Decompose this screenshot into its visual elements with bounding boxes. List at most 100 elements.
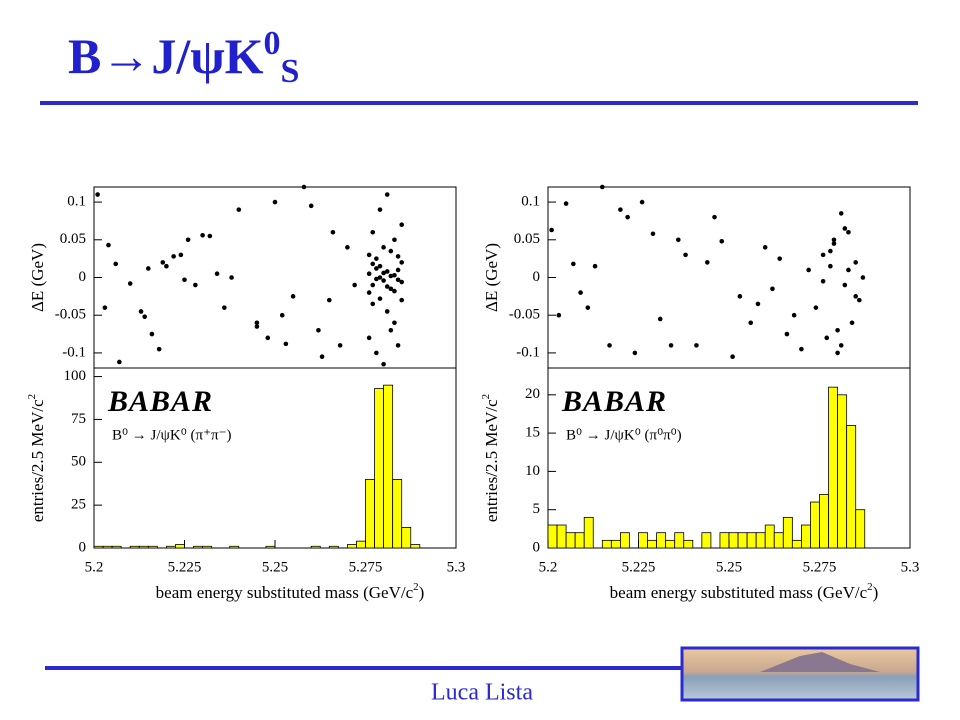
point: [730, 354, 735, 359]
point: [828, 263, 833, 269]
point: [849, 320, 855, 326]
point: [319, 354, 325, 359]
point: [399, 297, 405, 303]
point: [820, 252, 826, 258]
point: [182, 277, 187, 283]
x-axis-label: beam energy substituted mass (GeV/c2): [156, 581, 425, 602]
point: [370, 282, 376, 288]
point: [578, 290, 583, 295]
point: [138, 309, 144, 314]
point: [301, 184, 307, 190]
bar: [846, 425, 857, 549]
bar: [719, 532, 730, 549]
bar: [202, 545, 213, 549]
point: [392, 272, 397, 278]
bar: [175, 544, 185, 549]
bar: [791, 539, 802, 549]
point: [853, 260, 858, 265]
x-label-sup: 2: [413, 581, 419, 593]
y-tick-label: 0.05: [514, 231, 540, 247]
decay-label: B⁰ → J/ψK⁰ (π⁺π⁻): [112, 427, 231, 443]
point: [381, 278, 386, 283]
y-tick-label: 0: [79, 269, 87, 285]
point: [366, 271, 372, 277]
point: [117, 359, 122, 365]
point: [377, 207, 383, 212]
point: [835, 350, 840, 356]
point: [592, 263, 598, 269]
footer-mountain: [760, 652, 880, 672]
bar: [346, 544, 357, 549]
point: [857, 297, 862, 303]
x-label-sup: 2: [867, 581, 873, 593]
point: [842, 282, 848, 288]
bar: [810, 501, 820, 549]
x-tick-label: 5.225: [168, 559, 202, 575]
bar: [583, 516, 594, 549]
bar: [365, 479, 375, 549]
x-tick-label: 5.25: [716, 559, 742, 575]
y-label-sup: 2: [26, 394, 38, 400]
point: [625, 214, 630, 220]
point: [229, 275, 234, 280]
point: [762, 245, 768, 250]
bar: [638, 532, 648, 549]
point: [632, 350, 638, 356]
bar: [674, 532, 685, 549]
title-sup: 0: [264, 25, 281, 62]
author: Luca Lista: [431, 680, 533, 706]
bar: [819, 493, 829, 549]
point: [149, 331, 155, 337]
point: [395, 343, 401, 348]
point: [835, 327, 840, 333]
point: [799, 346, 804, 352]
point: [254, 324, 260, 329]
x-label-text: beam energy substituted mass (GeV/c: [610, 583, 868, 602]
x-tick-label: 5.225: [622, 559, 656, 575]
point: [113, 261, 119, 267]
bar: [401, 527, 412, 549]
bar: [147, 545, 158, 549]
y-tick-label: 0.05: [60, 231, 86, 247]
title-rule: [40, 101, 918, 105]
bar: [383, 384, 394, 549]
y-tick-label: 5: [533, 501, 541, 517]
x-tick-label: 5.25: [262, 559, 288, 575]
point: [607, 343, 612, 348]
bar: [665, 539, 676, 549]
point: [639, 199, 645, 205]
point: [279, 312, 285, 318]
point: [860, 275, 866, 280]
point: [156, 346, 162, 352]
bar: [855, 509, 866, 549]
bar: [111, 545, 122, 549]
point: [327, 297, 332, 303]
point: [290, 294, 296, 299]
bar: [782, 516, 793, 549]
y-tick-label: 20: [525, 386, 540, 402]
x-tick-label: 5.3: [447, 559, 466, 575]
bar: [601, 539, 612, 549]
logo: BABAR: [107, 385, 213, 418]
bar: [610, 539, 621, 549]
bar: [138, 545, 149, 549]
point: [683, 252, 688, 258]
point: [236, 207, 242, 212]
bar: [556, 524, 567, 549]
bar: [683, 539, 694, 549]
point: [377, 263, 383, 269]
y-axis-label: entries/2.5 MeV/c2: [480, 394, 501, 522]
x-tick-label: 5.275: [803, 559, 837, 575]
x-tick-label: 5.2: [539, 559, 558, 575]
x-label-text: beam energy substituted mass (GeV/c: [156, 583, 414, 602]
point: [95, 192, 100, 197]
point: [784, 331, 790, 337]
point: [668, 343, 674, 348]
bar: [701, 532, 712, 549]
x-axis-label: beam energy substituted mass (GeV/c2): [610, 581, 879, 602]
y-tick-label: 0: [533, 539, 541, 555]
bar: [764, 524, 775, 549]
y-tick-label: 15: [525, 425, 540, 441]
point: [160, 260, 166, 265]
